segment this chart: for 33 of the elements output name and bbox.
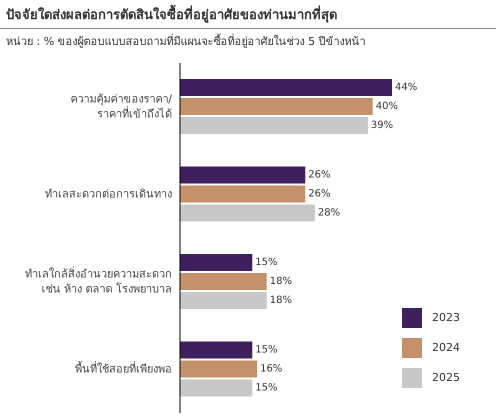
chart-title: ปัจจัยใดส่งผลต่อการตัดสินใจซื้อที่อยู่อาศัยของท่านมากที่สุด	[0, 0, 496, 29]
data-label: 39%	[370, 120, 394, 132]
bar	[180, 204, 315, 222]
data-label: 26%	[308, 188, 331, 200]
bar	[180, 380, 252, 396]
bar	[180, 186, 306, 202]
data-label: 15%	[255, 382, 278, 394]
y-tick-label: พื้นที่ใช้สอยที่เพียงพอ	[75, 360, 172, 376]
y-tick-label: ความคุ้มค่าของราคา/ ราคาที่เข้าถึงได้	[70, 92, 172, 120]
y-tick-label: ทำเลใกล้สิ่งอำนวยความสะดวก เช่น ห้าง ตลาด โรงพยาบาล	[25, 265, 172, 296]
legend-label: 2023	[432, 311, 460, 324]
bar	[180, 342, 252, 358]
data-label: 44%	[395, 82, 418, 94]
y-tick-label: ทำเลสะดวกต่อการเดินทาง	[45, 187, 172, 200]
data-label: 18%	[270, 295, 292, 306]
bar	[180, 292, 267, 309]
data-label: 28%	[318, 208, 340, 219]
bar	[180, 117, 368, 134]
bar	[180, 360, 258, 378]
legend-label: 2025	[432, 371, 460, 384]
bar	[180, 254, 252, 271]
chart-subtitle: หน่วย : % ของผู้ตอบแบบสอบถามที่มีแผนจะซื้อที่อยู่อาศัยในช่วง 5 ปีข้างหน้า	[5, 32, 367, 50]
data-label: 18%	[270, 276, 292, 288]
bar	[180, 166, 306, 184]
data-label: 40%	[376, 101, 398, 112]
bar	[180, 79, 392, 96]
bar	[180, 273, 267, 290]
bar	[180, 98, 373, 115]
legend-label: 2024	[432, 341, 460, 354]
data-label: 15%	[255, 344, 278, 356]
data-label: 16%	[260, 364, 282, 375]
data-label: 15%	[255, 257, 278, 268]
data-label: 26%	[308, 170, 331, 181]
